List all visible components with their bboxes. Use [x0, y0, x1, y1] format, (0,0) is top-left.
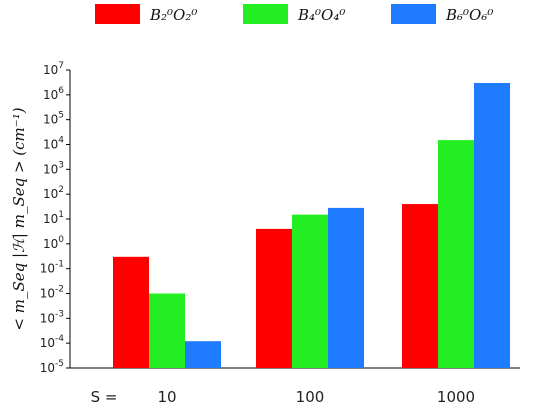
- y-tick-label: 104: [43, 136, 64, 152]
- y-tick-label: 107: [43, 61, 64, 77]
- legend-label-2: B₄⁰O₄⁰: [297, 6, 345, 24]
- bars: [113, 82, 510, 368]
- legend: B₂⁰O₂⁰ B₄⁰O₄⁰ B₆⁰O₆⁰: [95, 4, 493, 24]
- y-tick-label: 103: [43, 160, 64, 176]
- y-tick-label: 105: [43, 111, 64, 127]
- bar-2-10: [149, 293, 185, 368]
- bar-1-10: [113, 256, 149, 368]
- y-ticks: 10-5 10-4 10-3 10-2 10-1 100 101 102 103 104 105 10…: [40, 61, 70, 375]
- x-category-label: 100: [296, 388, 325, 406]
- legend-swatch-3: [391, 4, 436, 24]
- y-tick-label: 106: [43, 86, 64, 102]
- bar-1-100: [256, 228, 292, 368]
- legend-swatch-1: [95, 4, 140, 24]
- x-prefix-label: S =: [91, 388, 118, 406]
- bar-3-10: [185, 341, 221, 368]
- legend-label-3: B₆⁰O₆⁰: [445, 6, 493, 24]
- legend-swatch-2: [243, 4, 288, 24]
- bar-3-100: [328, 207, 364, 368]
- x-category-label: 1000: [437, 388, 475, 406]
- y-tick-label: 10-2: [40, 285, 64, 301]
- bar-1-1000: [402, 204, 438, 368]
- y-tick-label: 102: [43, 185, 64, 201]
- y-tick-label: 10-3: [40, 309, 64, 325]
- y-tick-label: 100: [43, 235, 64, 251]
- bar-2-1000: [438, 140, 474, 368]
- y-tick-label: 10-5: [40, 359, 64, 375]
- x-category-label: 10: [157, 388, 176, 406]
- y-axis-label: < m_Seq |ℋ| m_Seq > (cm⁻¹): [10, 107, 28, 330]
- x-categories: S = 10 100 1000: [91, 388, 476, 406]
- y-tick-label: 101: [43, 210, 64, 226]
- legend-label-1: B₂⁰O₂⁰: [149, 6, 197, 24]
- y-tick-label: 10-1: [40, 260, 64, 276]
- bar-3-1000: [474, 82, 510, 368]
- bar-2-100: [292, 214, 328, 368]
- y-tick-label: 10-4: [40, 334, 65, 350]
